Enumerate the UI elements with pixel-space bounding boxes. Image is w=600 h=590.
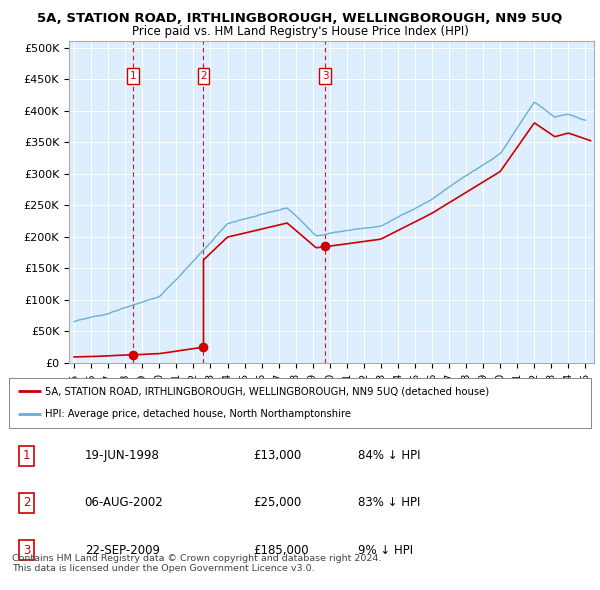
Text: HPI: Average price, detached house, North Northamptonshire: HPI: Average price, detached house, Nort… (45, 409, 351, 419)
Text: 2: 2 (23, 496, 30, 510)
Text: 5A, STATION ROAD, IRTHLINGBOROUGH, WELLINGBOROUGH, NN9 5UQ: 5A, STATION ROAD, IRTHLINGBOROUGH, WELLI… (37, 12, 563, 25)
Text: 2: 2 (200, 71, 207, 81)
Text: Price paid vs. HM Land Registry's House Price Index (HPI): Price paid vs. HM Land Registry's House … (131, 25, 469, 38)
Text: 3: 3 (322, 71, 329, 81)
Text: 1: 1 (23, 449, 30, 463)
Text: 9% ↓ HPI: 9% ↓ HPI (358, 543, 413, 557)
Text: 1: 1 (130, 71, 136, 81)
Text: £13,000: £13,000 (253, 449, 302, 463)
Text: Contains HM Land Registry data © Crown copyright and database right 2024.
This d: Contains HM Land Registry data © Crown c… (12, 554, 382, 573)
Text: £25,000: £25,000 (253, 496, 302, 510)
Text: 19-JUN-1998: 19-JUN-1998 (85, 449, 160, 463)
Text: 22-SEP-2009: 22-SEP-2009 (85, 543, 160, 557)
Text: 5A, STATION ROAD, IRTHLINGBOROUGH, WELLINGBOROUGH, NN9 5UQ (detached house): 5A, STATION ROAD, IRTHLINGBOROUGH, WELLI… (45, 386, 489, 396)
Text: 84% ↓ HPI: 84% ↓ HPI (358, 449, 421, 463)
Text: 06-AUG-2002: 06-AUG-2002 (85, 496, 163, 510)
Text: 3: 3 (23, 543, 30, 557)
Text: 83% ↓ HPI: 83% ↓ HPI (358, 496, 421, 510)
Text: £185,000: £185,000 (253, 543, 309, 557)
